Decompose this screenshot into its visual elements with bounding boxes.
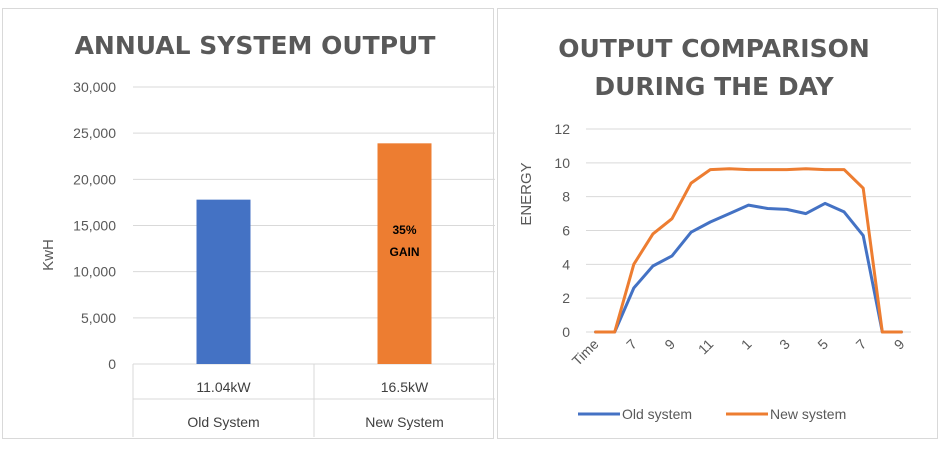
y-tick-label: 20,000	[73, 171, 116, 187]
x-tick-label: 11	[695, 336, 717, 358]
y-tick-label: 25,000	[73, 125, 116, 141]
y-tick-label: 30,000	[73, 79, 116, 95]
category-label: 11.04kW	[196, 379, 251, 395]
daily-output-chart-panel: OUTPUT COMPARISON DURING THE DAY 12 10 8 6 4…	[497, 8, 938, 439]
x-tick-label: 3	[776, 336, 793, 353]
x-tick-label: 7	[623, 336, 640, 353]
category-group-label: New System	[365, 414, 444, 430]
series-line-2	[594, 167, 903, 334]
chart-title: ANNUAL SYSTEM OUTPUT	[75, 31, 436, 60]
y-tick-label: 0	[562, 324, 570, 340]
category-group-label: Old System	[187, 414, 259, 430]
annual-output-chart: ANNUAL SYSTEM OUTPUT 35% GAIN 30,000 25,00…	[40, 31, 495, 437]
x-tick-label: 7	[853, 336, 870, 353]
bar-annotation: 35%	[392, 223, 416, 237]
daily-output-chart: OUTPUT COMPARISON DURING THE DAY 1210864…	[518, 34, 911, 422]
y-tick-label: 6	[562, 223, 570, 239]
x-tick-label: Time	[569, 336, 602, 369]
x-tick-label: 9	[891, 336, 908, 353]
x-tick-label: 9	[661, 336, 678, 353]
category-label: 16.5kW	[381, 379, 429, 395]
y-axis-title: ENERGY	[518, 162, 535, 225]
bar-annotation: GAIN	[390, 245, 420, 259]
legend-label: New system	[770, 406, 846, 422]
y-tick-label: 8	[562, 189, 570, 205]
y-tick-label: 5,000	[81, 310, 116, 326]
y-tick-label: 12	[554, 121, 570, 137]
x-tick-label: 1	[738, 336, 755, 353]
y-tick-label: 10,000	[73, 264, 116, 280]
annual-output-chart-panel: ANNUAL SYSTEM OUTPUT 35% GAIN 30,000 25,00…	[2, 8, 495, 439]
bar-16.5kW	[377, 143, 432, 364]
chart-title-line-2: DURING THE DAY	[594, 72, 834, 101]
legend-label: Old system	[622, 406, 692, 422]
y-tick-label: 15,000	[73, 218, 116, 234]
series-line-1	[594, 201, 903, 334]
y-tick-label: 0	[108, 356, 116, 372]
bar-11.04kW	[196, 199, 251, 364]
chart-title-line-1: OUTPUT COMPARISON	[558, 34, 870, 63]
y-axis-title: KwH	[40, 239, 57, 271]
y-tick-label: 10	[554, 155, 570, 171]
x-tick-label: 5	[814, 336, 831, 353]
legend: Old system New system	[578, 406, 846, 422]
y-tick-label: 2	[562, 290, 570, 306]
y-tick-label: 4	[562, 256, 570, 272]
